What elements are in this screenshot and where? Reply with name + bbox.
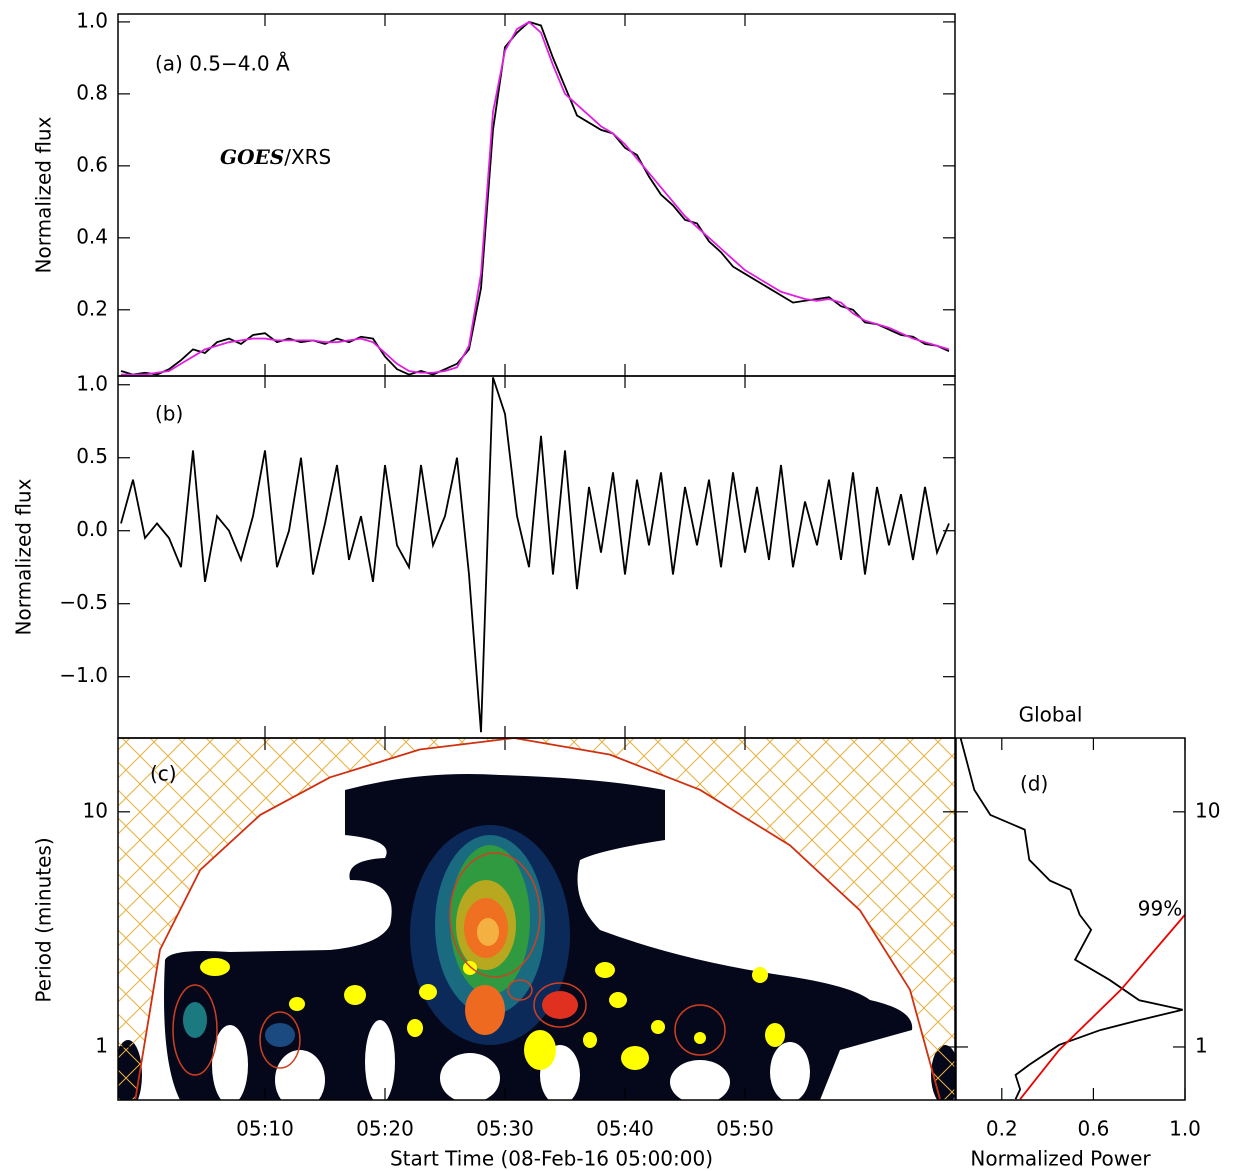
panel-title: Global <box>1019 703 1083 727</box>
y-tick-label: 1 <box>95 1033 108 1057</box>
series-line <box>121 20 950 376</box>
instrument-suffix: /XRS <box>284 145 331 169</box>
y-tick-label: −0.5 <box>59 590 108 614</box>
plot-frame <box>117 737 956 1101</box>
y-axis-label: Normalized flux <box>12 478 36 635</box>
y-axis-label: Normalized flux <box>32 116 56 273</box>
plot-frame <box>117 375 956 739</box>
y-tick-label: 10 <box>1195 798 1220 822</box>
x-tick-label: 05:50 <box>716 1117 774 1141</box>
x-tick-label: 05:40 <box>596 1117 654 1141</box>
x-tick-label: 0.6 <box>1077 1117 1109 1141</box>
series-line <box>1019 914 1186 1100</box>
x-tick-label: 0.2 <box>986 1117 1018 1141</box>
wavelet-power <box>118 774 955 1100</box>
panel-label: (b) <box>155 402 183 426</box>
y-axis-label: Period (minutes) <box>32 837 56 1002</box>
y-tick-label: 1 <box>1195 1033 1208 1057</box>
x-tick-label: 05:20 <box>356 1117 414 1141</box>
x-axis-label: Normalized Power <box>970 1147 1151 1171</box>
y-tick-label: 0.8 <box>76 80 108 104</box>
y-tick-label: 0.5 <box>76 444 108 468</box>
panel-label: (a) 0.5−4.0 Å <box>155 52 290 76</box>
x-axis-label: Start Time (08-Feb-16 05:00:00) <box>390 1147 713 1171</box>
y-tick-label: −1.0 <box>59 663 108 687</box>
x-tick-label: 05:30 <box>476 1117 534 1141</box>
series-line <box>120 377 950 733</box>
plot-frame <box>955 737 1186 1101</box>
y-tick-label: 0.6 <box>76 152 108 176</box>
y-tick-label: 10 <box>83 798 108 822</box>
y-tick-label: 0.0 <box>76 517 108 541</box>
instrument-name: GOES <box>220 145 284 169</box>
x-tick-label: 1.0 <box>1169 1117 1201 1141</box>
y-tick-label: 0.4 <box>76 224 108 248</box>
x-tick-label: 05:10 <box>236 1117 294 1141</box>
y-tick-label: 0.2 <box>76 296 108 320</box>
panel-label: (d) <box>1020 772 1048 796</box>
y-tick-label: 1.0 <box>76 371 108 395</box>
instrument-label: GOES/XRS <box>220 145 331 169</box>
series-line <box>959 737 1183 1100</box>
y-tick-label: 1.0 <box>76 8 108 32</box>
significance-label: 99% <box>1138 897 1182 921</box>
panel-label: (c) <box>150 762 177 786</box>
